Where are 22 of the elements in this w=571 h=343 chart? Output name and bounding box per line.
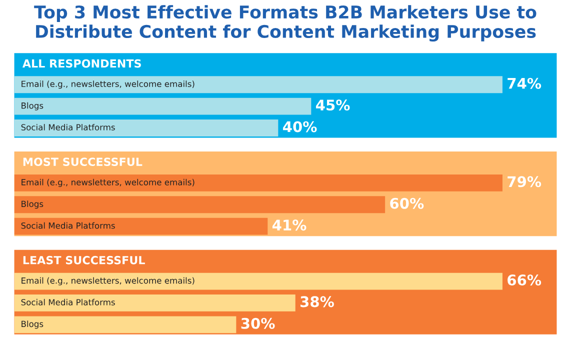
y-tick-label: Email (e.g., newsletters, welcome emails) [22, 178, 194, 187]
chart-subtitle: ALL RESPONDENTS [22, 59, 141, 68]
data-label: 60% [390, 198, 424, 209]
data-label: 40% [282, 121, 317, 132]
data-label: 74% [508, 78, 542, 89]
y-tick-label: Blogs [22, 200, 44, 209]
data-label: 30% [241, 318, 275, 329]
chart-title: Top 3 Most Effective Formats B2B Marketers Use to Distribute Content for Content Marketing Purposes [34, 5, 536, 42]
y-tick-label: Blogs [22, 102, 44, 110]
chart-subtitle: LEAST SUCCESSFUL [23, 256, 145, 264]
y-tick-label: Social Media Platforms [21, 298, 115, 306]
y-tick-label: Social Media Platforms [21, 222, 115, 229]
data-label: 41% [272, 220, 306, 231]
y-tick-label: Blogs [22, 320, 44, 329]
y-tick-label: Social Media Platforms [21, 124, 115, 130]
data-label: 79% [508, 176, 542, 188]
data-label: 38% [300, 296, 334, 308]
data-label: 45% [316, 100, 350, 111]
y-tick-label: Email (e.g., newsletters, welcome emails) [22, 277, 194, 286]
data-label: 66% [508, 274, 542, 286]
chart-subtitle: MOST SUCCESSFUL [23, 158, 142, 166]
y-tick-label: Email (e.g., newsletters, welcome emails) [22, 80, 194, 89]
